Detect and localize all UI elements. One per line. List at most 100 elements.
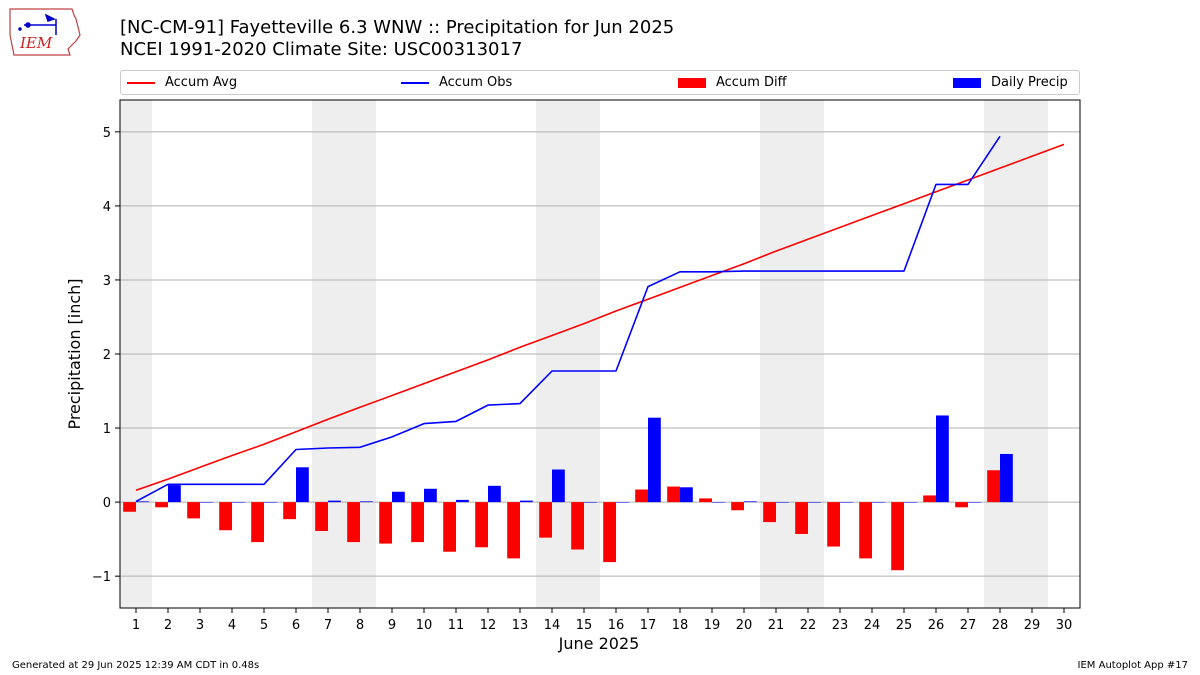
accum-diff-bar-day-13 (507, 502, 520, 559)
daily-precip-bar-day-11 (456, 499, 469, 503)
daily-precip-bar-day-9 (392, 491, 405, 503)
accum-diff-bar-day-23 (827, 502, 840, 547)
daily-precip-bar-day-13 (520, 500, 533, 503)
x-tick-label: 24 (864, 618, 881, 633)
x-tick-label: 3 (196, 618, 204, 633)
x-tick-label: 4 (228, 618, 236, 633)
x-tick-label: 2 (164, 618, 172, 633)
y-axis-label: Precipitation [inch] (65, 278, 84, 429)
chart-legend: Accum Avg Accum Obs Accum Diff Daily Pre… (120, 70, 1080, 95)
y-axis-ticks: −1 0 1 2 3 4 5 (92, 126, 120, 585)
accum-diff-bar-day-16 (603, 502, 616, 563)
daily-precip-bar-day-5 (264, 502, 277, 503)
accum-diff-bar-day-7 (315, 502, 328, 531)
x-tick-label: 19 (704, 618, 721, 633)
x-tick-label: 22 (800, 618, 817, 633)
daily-precip-bar-day-8 (360, 501, 373, 503)
x-tick-label: 15 (576, 618, 593, 633)
x-tick-label: 26 (928, 618, 945, 633)
accum-diff-bar-day-25 (891, 502, 904, 571)
x-tick-label: 21 (768, 618, 785, 633)
accum-diff-bar-day-3 (187, 502, 200, 519)
accum-diff-bar-day-19 (699, 498, 712, 503)
daily-precip-bar-day-24 (872, 502, 885, 503)
x-tick-label: 30 (1056, 618, 1073, 633)
legend-label-accum-avg: Accum Avg (165, 75, 238, 90)
y-gridlines (120, 131, 1080, 577)
daily-precip-bar-day-4 (232, 502, 245, 503)
daily-precip-bar-day-15 (584, 502, 597, 503)
legend-item-accum-diff: Accum Diff (678, 71, 787, 94)
accum-diff-bar-day-26 (923, 495, 936, 503)
y-tick-label: 5 (103, 126, 111, 141)
x-tick-label: 27 (960, 618, 977, 633)
chart-subtitle: NCEI 1991-2020 Climate Site: USC00313017 (120, 39, 523, 60)
accum-diff-bar-day-5 (251, 502, 264, 543)
legend-item-accum-avg: Accum Avg (127, 71, 237, 94)
daily-precip-bar-day-6 (296, 467, 309, 503)
daily-precip-bar-day-20 (744, 501, 757, 503)
x-tick-label: 8 (356, 618, 364, 633)
y-tick-label: 2 (103, 348, 111, 363)
accum-diff-bar-day-6 (283, 502, 296, 520)
daily-precip-bar-day-22 (808, 502, 821, 503)
legend-swatch-accum-diff (678, 77, 706, 88)
x-tick-label: 16 (608, 618, 625, 633)
daily-precip-bar-day-19 (712, 502, 725, 503)
accum-diff-bar-day-28 (987, 470, 1000, 503)
daily-precip-bars (136, 415, 1013, 503)
daily-precip-bar-day-7 (328, 500, 341, 503)
accum-diff-bar-day-18 (667, 486, 680, 503)
x-tick-label: 29 (1024, 618, 1041, 633)
accum-diff-bar-day-1 (123, 502, 136, 512)
daily-precip-bar-day-16 (616, 502, 629, 503)
x-tick-label: 12 (480, 618, 497, 633)
accum-avg-line (135, 143, 1065, 492)
x-tick-label: 6 (292, 618, 300, 633)
x-tick-label: 13 (512, 618, 529, 633)
x-tick-label: 5 (260, 618, 268, 633)
legend-swatch-accum-avg (127, 81, 155, 84)
daily-precip-bar-day-25 (904, 502, 917, 503)
accum-diff-bar-day-15 (571, 502, 584, 550)
chart-title: [NC-CM-91] Fayetteville 6.3 WNW :: Preci… (120, 17, 675, 38)
footer-app-id: IEM Autoplot App #17 (1077, 660, 1188, 671)
legend-item-accum-obs: Accum Obs (401, 71, 512, 94)
accum-diff-bar-day-12 (475, 502, 488, 548)
accum-diff-bar-day-22 (795, 502, 808, 534)
daily-precip-bar-day-2 (168, 485, 181, 503)
daily-precip-bar-day-28 (1000, 453, 1013, 503)
iem-logo: IEM (9, 8, 81, 56)
accum-diff-bar-day-21 (763, 502, 776, 523)
x-tick-label: 1 (132, 618, 140, 633)
y-tick-label: −1 (92, 570, 111, 585)
daily-precip-bar-day-1 (136, 501, 149, 503)
accum-diff-bar-day-17 (635, 489, 648, 503)
y-tick-label: 0 (103, 496, 111, 511)
accum-diff-bar-day-2 (155, 502, 168, 508)
x-tick-label: 10 (416, 618, 433, 633)
accum-diff-bar-day-20 (731, 502, 744, 511)
daily-precip-bar-day-26 (936, 415, 949, 503)
daily-precip-bar-day-10 (424, 488, 437, 503)
legend-label-daily-precip: Daily Precip (991, 75, 1068, 90)
x-tick-label: 14 (544, 618, 561, 633)
accum-diff-bar-day-14 (539, 502, 552, 538)
x-tick-label: 7 (324, 618, 332, 633)
legend-swatch-daily-precip (953, 77, 981, 88)
y-tick-label: 1 (103, 422, 111, 437)
accum-obs-line (135, 135, 1001, 503)
daily-precip-bar-day-14 (552, 469, 565, 503)
accum-diff-bar-day-8 (347, 502, 360, 543)
y-tick-label: 3 (103, 274, 111, 289)
iowa-outline-shape (9, 8, 81, 56)
x-axis-label: June 2025 (558, 634, 640, 653)
x-tick-label: 20 (736, 618, 753, 633)
legend-label-accum-obs: Accum Obs (439, 75, 513, 90)
daily-precip-bar-day-3 (200, 502, 213, 503)
daily-precip-bar-day-23 (840, 502, 853, 503)
footer-generated: Generated at 29 Jun 2025 12:39 AM CDT in… (12, 660, 260, 671)
daily-precip-bar-day-17 (648, 417, 661, 503)
legend-swatch-accum-obs (401, 81, 429, 84)
